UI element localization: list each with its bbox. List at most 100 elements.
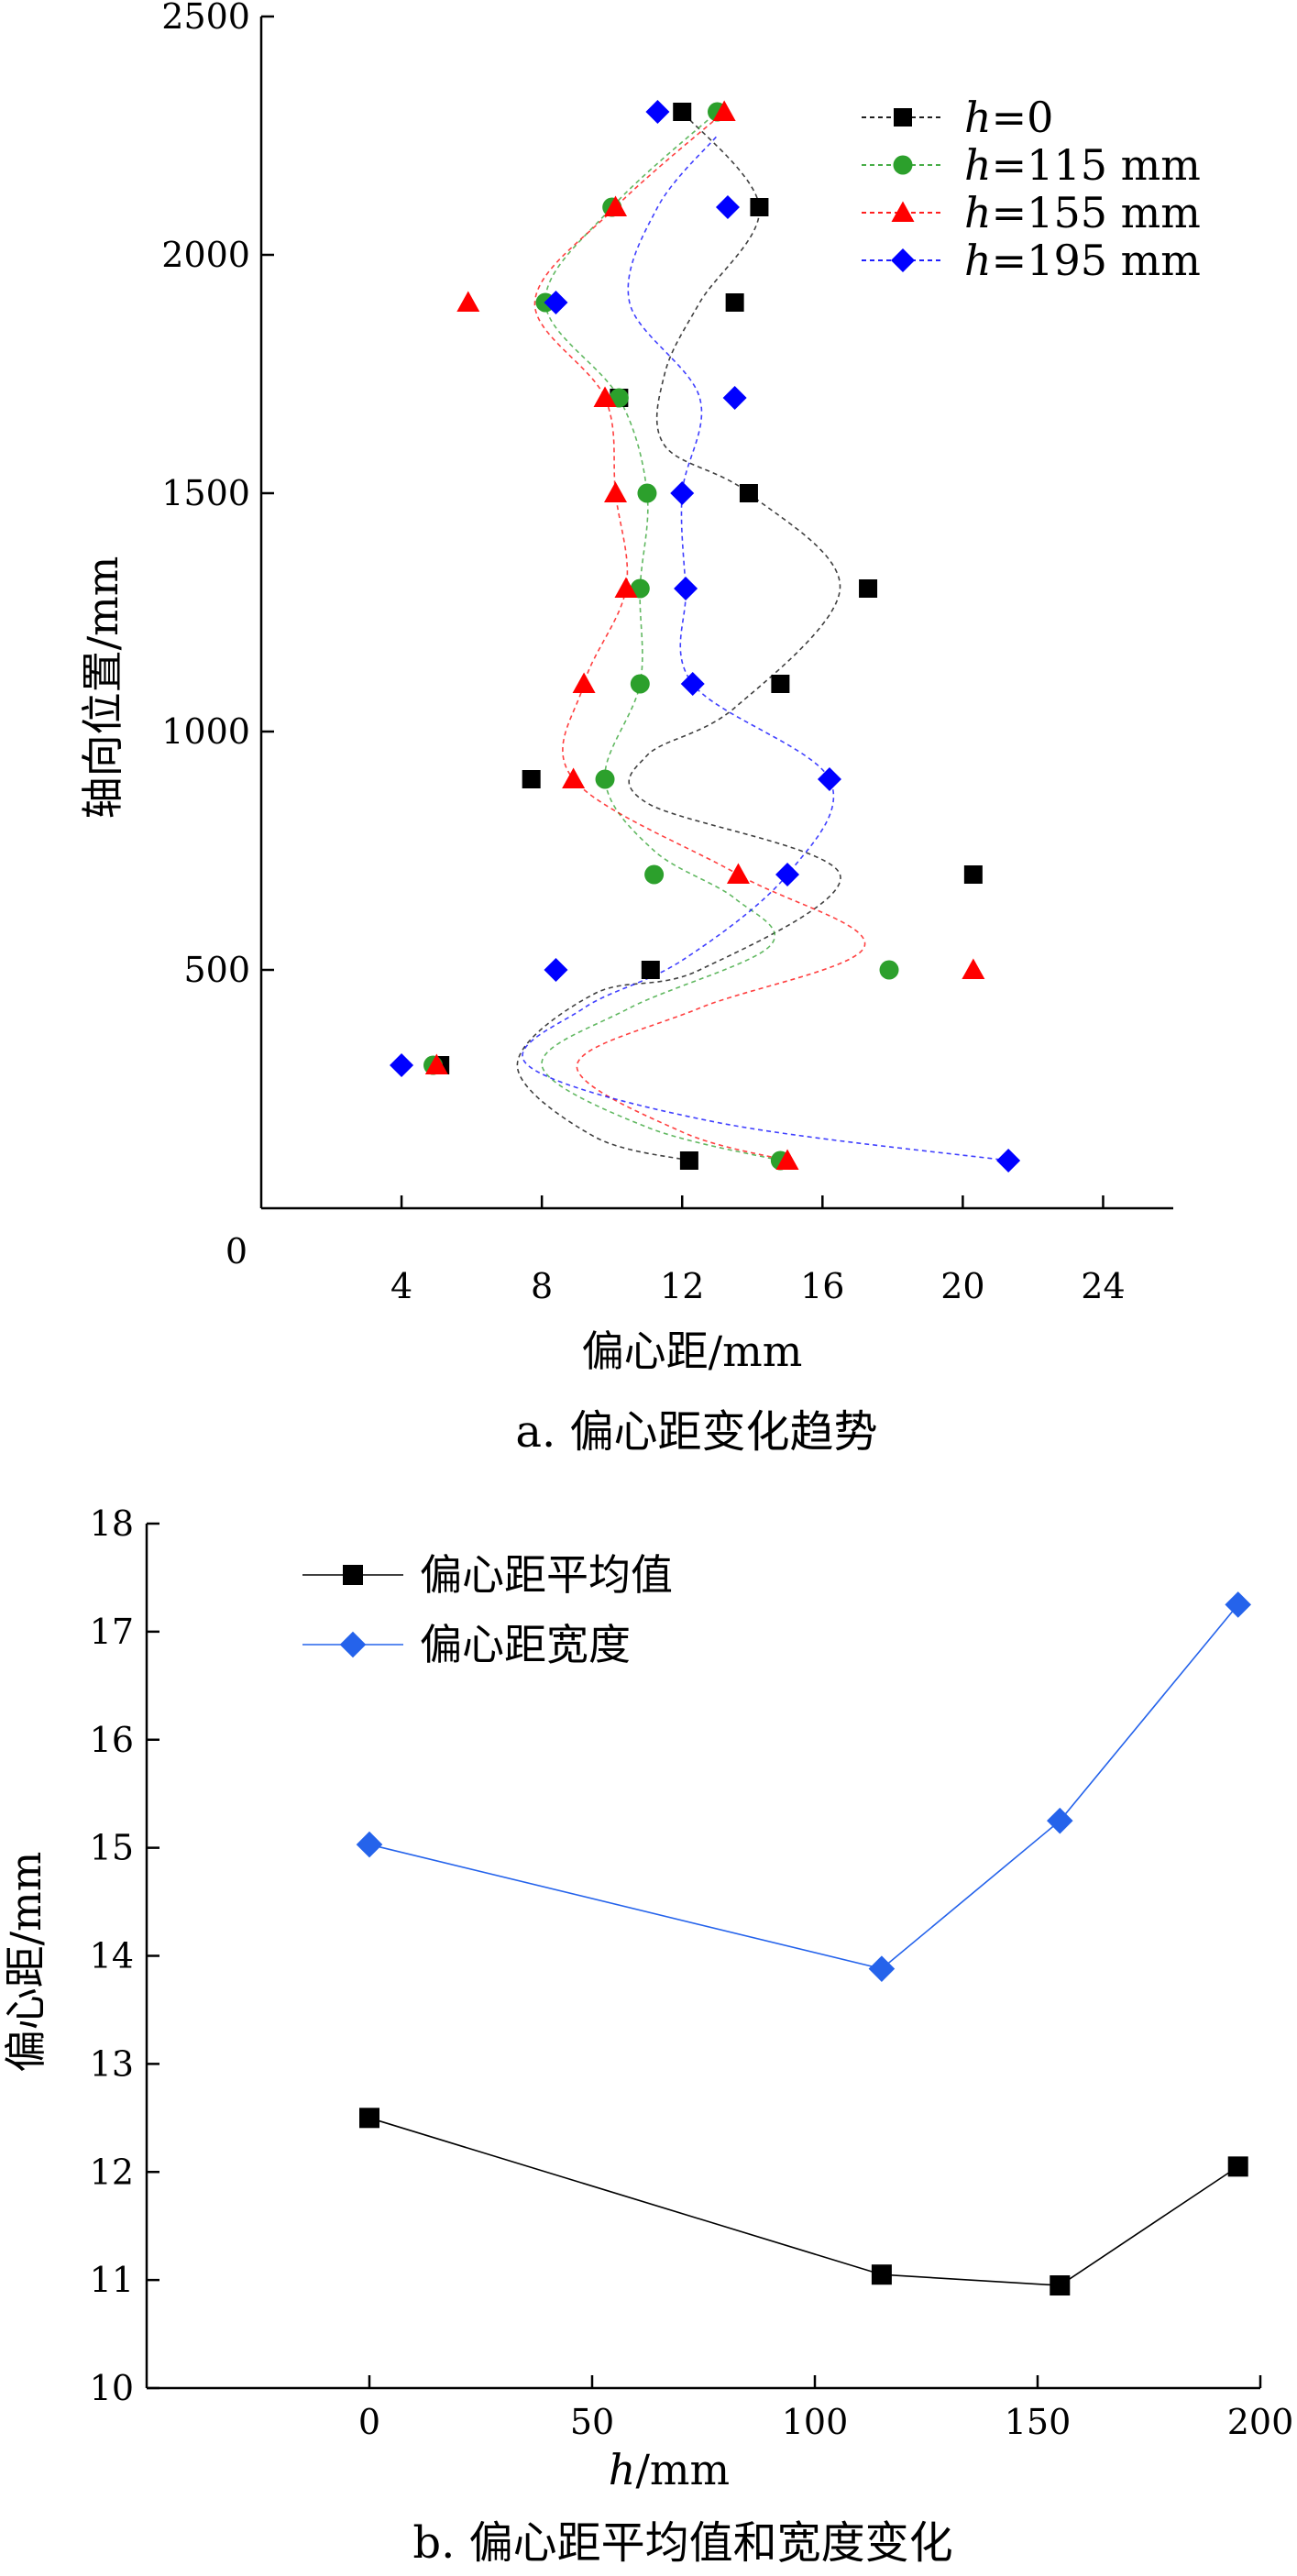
chart-a-origin-label: 0 (225, 1231, 247, 1271)
chart-a-data-point-diamond-marker (680, 672, 705, 696)
chart-b-data-point-square-marker (1050, 2275, 1071, 2296)
legend-label: h=115 mm (964, 140, 1201, 190)
chart-b-series-line-1 (368, 1603, 1239, 1970)
chart-a-y-tick-label: 1000 (161, 711, 250, 752)
chart-a-points (390, 100, 1021, 1172)
chart-a-data-point-diamond-marker (645, 100, 670, 124)
chart-a-y-tick-label: 2000 (161, 235, 250, 275)
legend-label-var: h (964, 93, 992, 142)
legend-label-var: h (964, 188, 992, 237)
chart-b-data-point-square-marker (871, 2264, 892, 2285)
legend-label-rest: =115 mm (992, 140, 1201, 190)
chart-a-data-point-circle-marker (595, 769, 615, 789)
chart-b-y-tick-label: 17 (90, 1612, 134, 1652)
chart-b-x-tick-label: 100 (782, 2402, 849, 2442)
chart-a-trend-curve-2 (533, 111, 866, 1161)
chart-b-xlabel: h/mm (609, 2445, 730, 2494)
legend-diamond-marker (339, 1631, 367, 1658)
legend-label: h=0 (964, 93, 1053, 142)
chart-b-ylabel: 偏心距/mm (1, 1852, 50, 2073)
legend-square-marker (343, 1565, 363, 1585)
chart-a-data-point-triangle-marker (604, 195, 628, 216)
chart-a-data-point-square-marker (963, 865, 983, 884)
chart-a-data-point-diamond-marker (722, 386, 747, 410)
chart-a-data-point-triangle-marker (712, 100, 736, 121)
chart-b-data-point-diamond-marker (1225, 1591, 1251, 1618)
chart-b-y-tick-label: 11 (90, 2260, 134, 2300)
legend-triangle-marker (891, 201, 915, 222)
legend-label: 偏心距宽度 (420, 1620, 631, 1669)
chart-a-data-point-square-marker (859, 579, 878, 598)
chart-a-data-point-triangle-marker (614, 577, 638, 598)
chart-a-trend-curve-1 (541, 111, 781, 1161)
chart-a-data-point-triangle-marker (562, 767, 586, 788)
chart-a-x-tick-label: 4 (390, 1266, 412, 1306)
chart-a-data-point-triangle-marker (962, 958, 985, 979)
chart-b-x-tick-label: 200 (1227, 2402, 1294, 2442)
chart-mean-and-width: 0 50 100 150 200 10 11 12 13 14 15 16 17 18 h/mm 偏心距/… (1, 1503, 1293, 2569)
chart-a-data-point-diamond-marker (544, 958, 568, 982)
chart-a-data-point-triangle-marker (726, 863, 750, 884)
chart-a-trend-curve-0 (516, 111, 841, 1161)
legend-circle-marker (893, 155, 913, 175)
chart-a-data-point-square-marker (739, 484, 758, 502)
chart-b-y-tick-label: 13 (90, 2043, 134, 2084)
chart-a-data-point-square-marker (641, 961, 660, 979)
chart-a-data-point-circle-marker (879, 960, 899, 980)
chart-b-y-tick-label: 12 (90, 2152, 134, 2192)
chart-a-data-point-square-marker (679, 1151, 698, 1170)
chart-a-data-point-diamond-marker (390, 1053, 414, 1077)
legend-label-rest: =0 (992, 93, 1054, 142)
chart-a-data-point-square-marker (522, 770, 541, 788)
legend-label-var: h (964, 236, 992, 285)
chart-b-caption: b. 偏心距平均值和宽度变化 (412, 2517, 952, 2569)
chart-a-data-point-square-marker (771, 675, 790, 693)
chart-a-data-point-triangle-marker (775, 1149, 799, 1170)
chart-b-y-tick-label: 14 (90, 1936, 134, 1976)
chart-a-caption: a. 偏心距变化趋势 (515, 1406, 877, 1458)
chart-b-x-tick-label: 150 (1005, 2402, 1072, 2442)
chart-a-data-point-circle-marker (637, 483, 657, 503)
chart-a-data-point-circle-marker (644, 864, 665, 885)
chart-a-data-point-square-marker (725, 293, 744, 312)
legend-diamond-marker (891, 248, 915, 272)
chart-a-data-point-diamond-marker (544, 291, 568, 314)
chart-eccentricity-trend: 4 8 12 16 20 24 500 1000 1500 2000 2500 偏心距/mm 轴向位… (78, 0, 1201, 1458)
chart-b-y-tick-label: 16 (90, 1720, 134, 1760)
chart-a-x-tick-label: 8 (531, 1266, 553, 1306)
chart-b-axes: 0 50 100 150 200 10 11 12 13 14 15 16 17 18 (90, 1503, 1294, 2442)
chart-a-x-tick-label: 12 (660, 1266, 704, 1306)
chart-b-y-tick-label: 18 (90, 1503, 134, 1544)
chart-b-xlabel-var: h (609, 2445, 636, 2494)
chart-b-xlabel-rest: /mm (635, 2445, 730, 2494)
chart-a-trend-curve-3 (522, 135, 1009, 1161)
legend-square-marker (894, 108, 912, 127)
chart-a-data-point-triangle-marker (572, 672, 596, 693)
chart-b-y-tick-label: 10 (90, 2368, 134, 2408)
chart-a-ylabel: 轴向位置/mm (78, 556, 127, 820)
chart-b-data-point-diamond-marker (1047, 1807, 1073, 1834)
chart-a-axes: 4 8 12 16 20 24 500 1000 1500 2000 2500 (161, 0, 1173, 1306)
chart-a-y-tick-label: 500 (183, 950, 250, 990)
chart-a-data-point-square-marker (750, 198, 769, 216)
chart-a-y-tick-label: 1500 (161, 473, 250, 513)
chart-a-data-point-square-marker (673, 103, 692, 121)
chart-a-x-tick-label: 20 (940, 1266, 984, 1306)
chart-a-data-point-diamond-marker (775, 863, 800, 886)
legend-label-var: h (964, 140, 992, 190)
chart-b-data-point-diamond-marker (356, 1831, 383, 1858)
chart-a-data-point-diamond-marker (715, 195, 740, 219)
chart-a-data-point-circle-marker (609, 388, 629, 408)
chart-a-data-point-circle-marker (630, 674, 650, 694)
legend-label-rest: =155 mm (992, 188, 1201, 237)
chart-a-data-point-diamond-marker (670, 481, 695, 505)
chart-b-data-point-square-marker (359, 2108, 379, 2129)
chart-b-data-point-diamond-marker (868, 1955, 896, 1982)
chart-a-data-point-diamond-marker (817, 767, 841, 791)
chart-b-series-line-0 (368, 2117, 1239, 2286)
chart-a-data-point-diamond-marker (674, 577, 698, 600)
chart-a-x-tick-label: 24 (1081, 1266, 1125, 1306)
chart-a-curves (516, 111, 1009, 1161)
chart-a-data-point-triangle-marker (456, 291, 480, 312)
